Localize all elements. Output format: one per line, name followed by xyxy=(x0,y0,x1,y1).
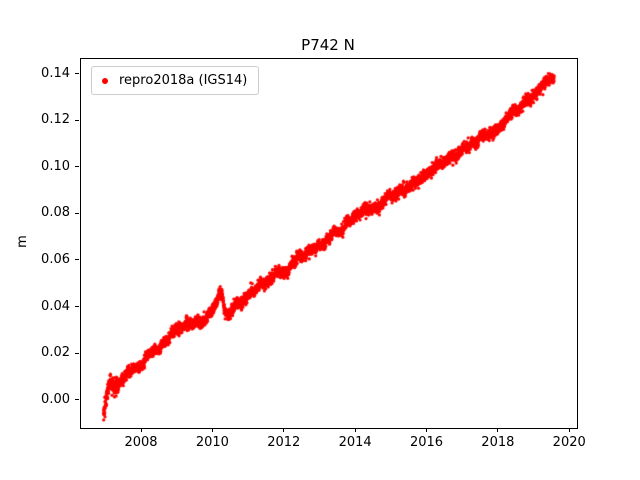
legend-box: repro2018a (IGS14) xyxy=(91,66,260,95)
y-tick-mark xyxy=(75,399,79,401)
y-tick-label: 0.04 xyxy=(41,298,70,314)
y-tick-label: 0.14 xyxy=(41,65,70,81)
y-tick-label: 0.02 xyxy=(41,345,70,361)
x-tick-label: 2014 xyxy=(338,435,372,450)
x-tick-label: 2018 xyxy=(481,435,515,450)
x-tick-mark xyxy=(140,428,142,432)
y-tick-label: 0.08 xyxy=(41,205,70,221)
x-tick-mark xyxy=(354,428,356,432)
x-tick-mark xyxy=(497,428,499,432)
x-tick-label: 2010 xyxy=(195,435,229,450)
x-tick-mark xyxy=(568,428,570,432)
y-tick-mark xyxy=(75,73,79,75)
x-tick-mark xyxy=(425,428,427,432)
y-tick-mark xyxy=(75,352,79,354)
y-tick-mark xyxy=(75,212,79,214)
y-tick-mark xyxy=(75,119,79,121)
x-tick-label: 2012 xyxy=(267,435,301,450)
x-tick-label: 2008 xyxy=(124,435,158,450)
y-tick-mark xyxy=(75,259,79,261)
plot-title: P742 N xyxy=(301,36,355,54)
legend-marker-dot-icon xyxy=(102,77,108,84)
scatter-canvas xyxy=(81,59,577,428)
y-tick-label: 0.12 xyxy=(41,112,70,128)
y-tick-label: 0.00 xyxy=(41,391,70,407)
x-tick-label: 2020 xyxy=(552,435,586,450)
y-tick-label: 0.10 xyxy=(41,158,70,174)
y-tick-label: 0.06 xyxy=(41,251,70,267)
x-tick-mark xyxy=(211,428,213,432)
y-tick-mark xyxy=(75,306,79,308)
y-axis-label: m xyxy=(14,235,30,248)
x-tick-mark xyxy=(283,428,285,432)
x-tick-label: 2016 xyxy=(409,435,444,450)
y-tick-mark xyxy=(75,166,79,168)
plot-area: repro2018a (IGS14) xyxy=(80,58,578,429)
legend-label: repro2018a (IGS14) xyxy=(119,73,248,88)
